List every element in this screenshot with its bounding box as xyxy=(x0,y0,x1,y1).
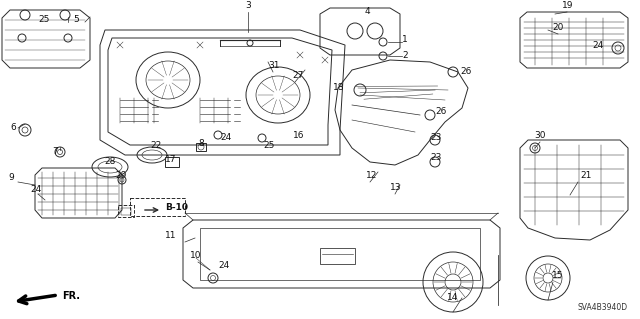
Bar xyxy=(118,205,134,217)
Text: FR.: FR. xyxy=(62,291,80,301)
Text: 13: 13 xyxy=(390,183,401,192)
Text: 30: 30 xyxy=(534,131,545,140)
Text: 11: 11 xyxy=(164,232,176,241)
Text: 26: 26 xyxy=(435,108,446,116)
Text: 15: 15 xyxy=(552,271,563,279)
Bar xyxy=(121,208,131,215)
Text: 27: 27 xyxy=(292,71,303,80)
Text: 10: 10 xyxy=(190,251,202,261)
Text: 5: 5 xyxy=(73,16,79,25)
Text: 23: 23 xyxy=(430,133,442,143)
Text: 25: 25 xyxy=(38,16,50,25)
Text: 20: 20 xyxy=(552,24,563,33)
Text: 6: 6 xyxy=(10,123,16,132)
Text: 29: 29 xyxy=(115,170,126,180)
Text: 26: 26 xyxy=(460,66,472,76)
Text: 24: 24 xyxy=(592,41,604,50)
Text: 12: 12 xyxy=(366,170,378,180)
Text: 22: 22 xyxy=(150,142,161,151)
Text: 17: 17 xyxy=(165,155,177,165)
Bar xyxy=(200,228,480,280)
Text: B-10: B-10 xyxy=(165,203,188,211)
Bar xyxy=(320,248,355,264)
Text: 16: 16 xyxy=(293,131,305,140)
Text: 24: 24 xyxy=(30,186,41,195)
Text: 18: 18 xyxy=(333,83,344,92)
Bar xyxy=(196,143,206,151)
Text: 1: 1 xyxy=(402,35,408,44)
Text: 21: 21 xyxy=(580,170,591,180)
Text: 3: 3 xyxy=(245,2,251,11)
Text: 31: 31 xyxy=(268,62,280,70)
Text: 9: 9 xyxy=(8,174,13,182)
Text: SVA4B3940D: SVA4B3940D xyxy=(578,303,628,313)
Text: 28: 28 xyxy=(104,158,115,167)
Bar xyxy=(165,157,179,167)
Text: 4: 4 xyxy=(365,8,371,17)
Bar xyxy=(130,198,185,216)
Text: 23: 23 xyxy=(430,153,442,162)
Text: 2: 2 xyxy=(402,50,408,60)
Text: 19: 19 xyxy=(563,2,573,11)
Text: 14: 14 xyxy=(447,293,459,302)
Text: 24: 24 xyxy=(218,261,229,270)
Text: 25: 25 xyxy=(263,140,275,150)
Text: 7: 7 xyxy=(52,147,58,157)
Text: 24: 24 xyxy=(220,133,231,143)
Text: 8: 8 xyxy=(198,139,204,149)
